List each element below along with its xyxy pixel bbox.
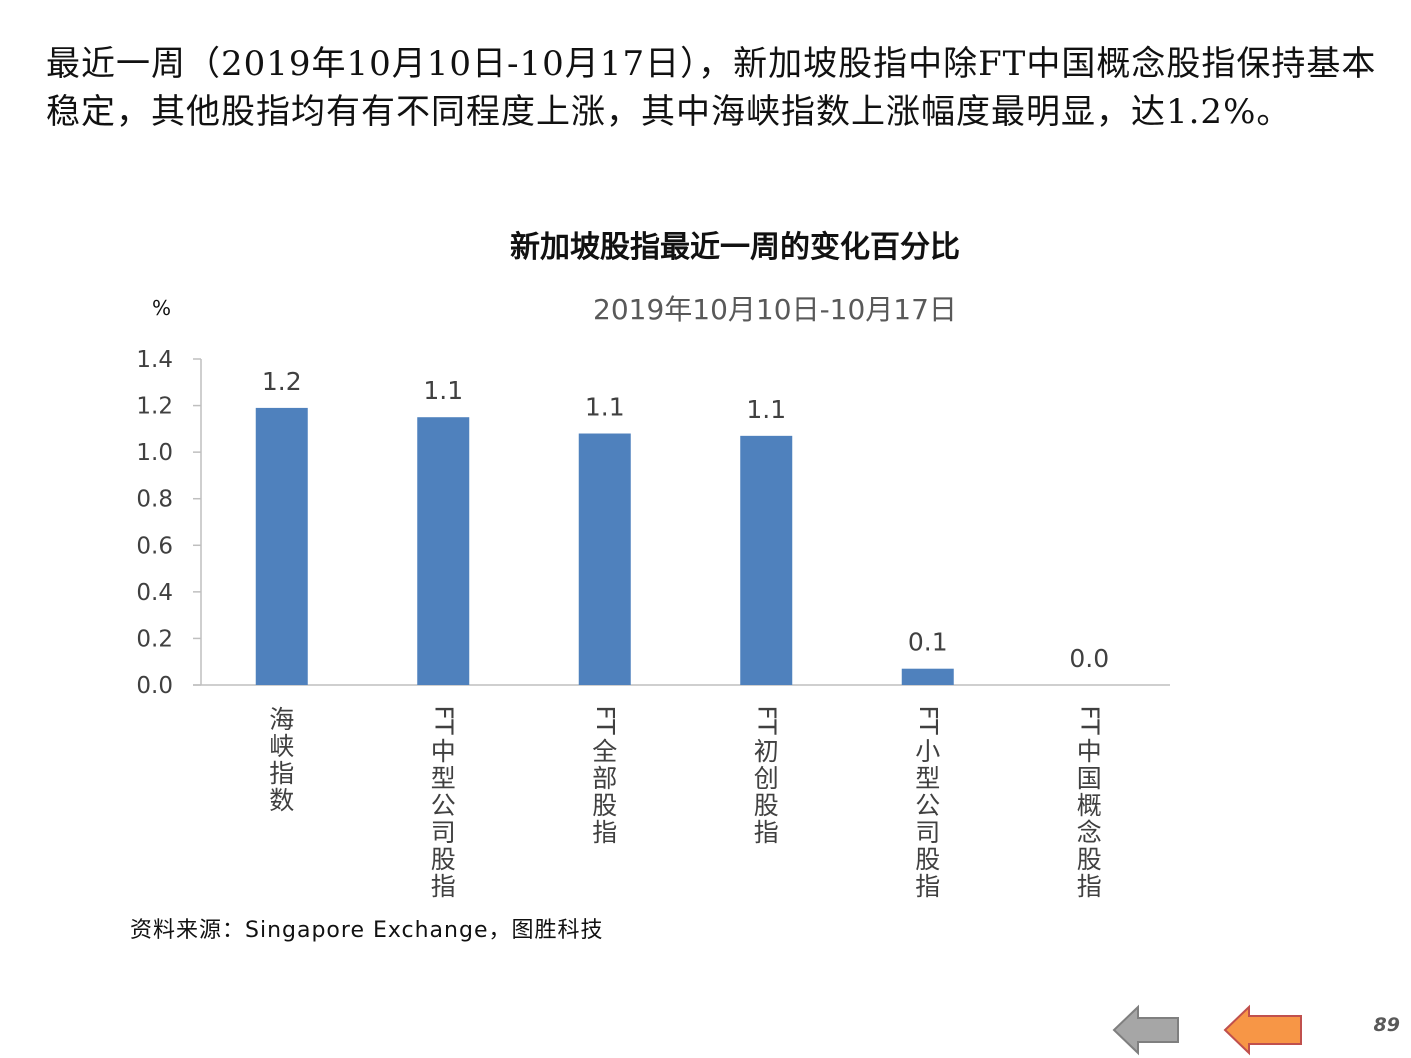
category-label-glyph: 股: [915, 845, 940, 874]
bar: [255, 407, 308, 685]
category-label-glyph: 全: [592, 737, 617, 766]
data-label: 1.1: [423, 376, 463, 405]
category-label-glyph: 指: [1077, 872, 1102, 901]
category-label-glyph: 股: [1077, 845, 1102, 874]
bar: [740, 435, 793, 685]
category-label-glyph: 指: [592, 818, 617, 847]
y-tick-label: 0.8: [136, 487, 173, 513]
y-tick-label: 0.0: [136, 673, 173, 699]
category-label-glyph: 初: [754, 737, 779, 766]
y-axis-unit-label: %: [152, 296, 172, 320]
category-label-glyph: FT: [752, 705, 781, 735]
bar: [417, 417, 470, 685]
source-note: 资料来源：Singapore Exchange，图胜科技: [130, 918, 604, 943]
left-arrow-orange-icon[interactable]: [1223, 1004, 1305, 1056]
y-tick-label: 1.2: [136, 394, 173, 420]
data-label: 1.1: [585, 393, 625, 422]
page-number: 89: [1373, 1014, 1400, 1036]
bar: [578, 433, 631, 685]
category-label-glyph: 概: [1077, 791, 1102, 820]
category-label: FT中国概念股指: [1075, 705, 1104, 901]
category-label-glyph: 中: [431, 737, 456, 766]
category-label-glyph: FT: [591, 705, 620, 735]
category-label-glyph: 股: [754, 791, 779, 820]
category-label-glyph: 指: [269, 759, 294, 788]
y-tick-label: 1.4: [136, 347, 173, 373]
category-label-glyph: 型: [431, 764, 456, 793]
category-label-glyph: 股: [592, 791, 617, 820]
data-label: 0.1: [908, 628, 948, 657]
category-label-glyph: 部: [592, 764, 617, 793]
category-label-glyph: 峡: [269, 732, 294, 761]
category-label: 海峡指数: [269, 705, 294, 815]
intro-paragraph: 最近一周（2019年10月10日-10月17日），新加坡股指中除FT中国概念股指…: [46, 44, 1377, 132]
data-label: 0.0: [1069, 644, 1109, 673]
category-label-glyph: FT: [429, 705, 458, 735]
bar: [901, 668, 954, 685]
data-label: 1.1: [746, 395, 786, 424]
category-label-glyph: 中: [1077, 737, 1102, 766]
category-label-glyph: 股: [431, 845, 456, 874]
y-tick-label: 0.6: [136, 533, 173, 559]
category-label-glyph: 指: [754, 818, 779, 847]
category-label-glyph: 小: [915, 737, 940, 766]
chart-title: 新加坡股指最近一周的变化百分比: [510, 230, 960, 265]
category-label-glyph: FT: [1075, 705, 1104, 735]
y-tick-label: 1.0: [136, 440, 173, 466]
category-label-glyph: 型: [915, 764, 940, 793]
y-tick-label: 0.2: [136, 626, 173, 652]
chart-subtitle: 2019年10月10日-10月17日: [593, 293, 957, 326]
category-label-glyph: 数: [269, 786, 294, 815]
y-tick-label: 0.4: [136, 580, 173, 606]
category-label-glyph: 司: [915, 818, 940, 847]
category-label-glyph: FT: [914, 705, 943, 735]
category-label-glyph: 念: [1077, 818, 1102, 847]
left-arrow-gray-icon[interactable]: [1112, 1004, 1182, 1056]
category-label-glyph: 创: [754, 764, 779, 793]
category-label-glyph: 公: [915, 791, 940, 820]
data-label: 1.2: [262, 367, 302, 396]
category-label-glyph: 司: [431, 818, 456, 847]
category-label-glyph: 海: [269, 705, 294, 734]
category-label-glyph: 指: [915, 872, 940, 901]
category-label-glyph: 公: [431, 791, 456, 820]
category-label-glyph: 指: [431, 872, 456, 901]
category-label-glyph: 国: [1077, 764, 1102, 793]
